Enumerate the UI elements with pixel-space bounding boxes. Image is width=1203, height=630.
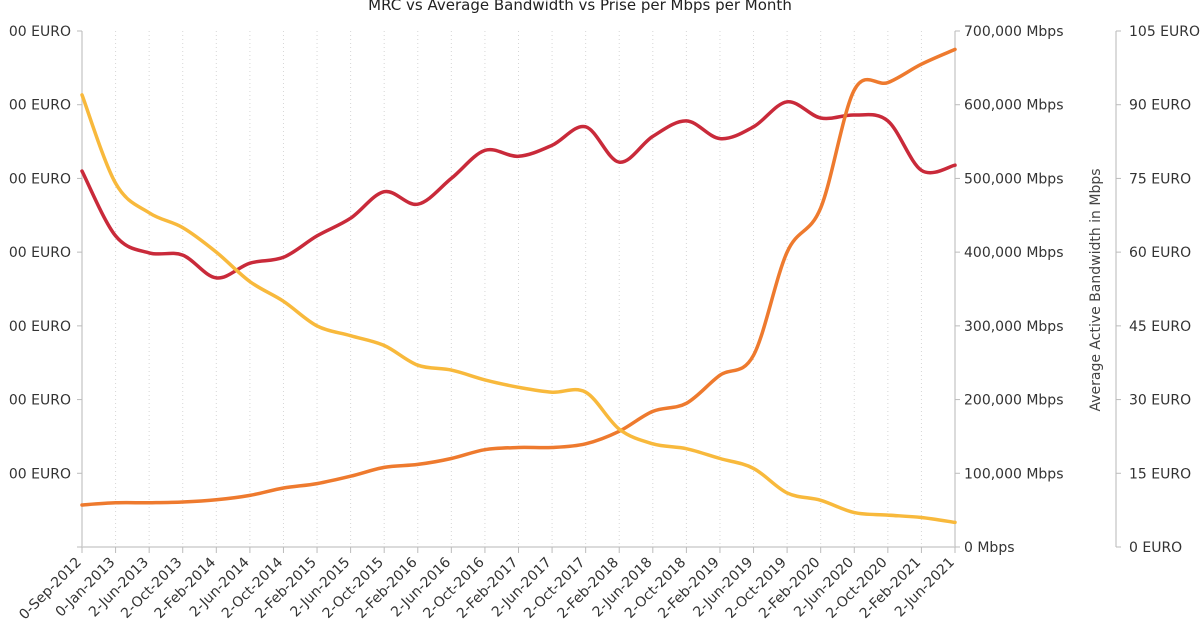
right2-tick-label: 90 EURO [1129, 98, 1191, 114]
right-tick-label: 300,000 Mbps [964, 319, 1064, 335]
left-tick-label: 00 EURO [9, 24, 71, 40]
right2-tick-label: 0 EURO [1129, 540, 1182, 556]
right-tick-label: 200,000 Mbps [964, 393, 1064, 409]
left-tick-label: 00 EURO [9, 466, 71, 482]
right-tick-label: 700,000 Mbps [964, 24, 1064, 40]
right-tick-label: 0 Mbps [964, 540, 1015, 556]
right2-tick-label: 15 EURO [1129, 466, 1191, 482]
tick-labels: 00 EURO 00 EURO 00 EURO 00 EURO 00 EURO 00 EU… [9, 24, 1200, 623]
chart-title: MRC vs Average Bandwidth vs Prise per Mb… [368, 0, 792, 14]
right-tick-label: 600,000 Mbps [964, 98, 1064, 114]
right-tick-label: 100,000 Mbps [964, 466, 1064, 482]
right-tick-label: 500,000 Mbps [964, 171, 1064, 187]
left-tick-label: 00 EURO [9, 98, 71, 114]
right-axis-title: Average Active Bandwidth in Mbps [1088, 168, 1104, 411]
right2-tick-label: 105 EURO [1129, 24, 1200, 40]
left-tick-label: 00 EURO [9, 319, 71, 335]
series-lines [80, 47, 957, 525]
right2-tick-label: 30 EURO [1129, 393, 1191, 409]
grid [115, 31, 956, 547]
right2-tick-label: 60 EURO [1129, 245, 1191, 261]
right2-tick-label: 45 EURO [1129, 319, 1191, 335]
left-tick-label: 00 EURO [9, 393, 71, 409]
right-tick-label: 400,000 Mbps [964, 245, 1064, 261]
left-tick-label: 00 EURO [9, 245, 71, 261]
right2-tick-label: 75 EURO [1129, 171, 1191, 187]
left-tick-label: 00 EURO [9, 171, 71, 187]
axes [77, 30, 1121, 553]
